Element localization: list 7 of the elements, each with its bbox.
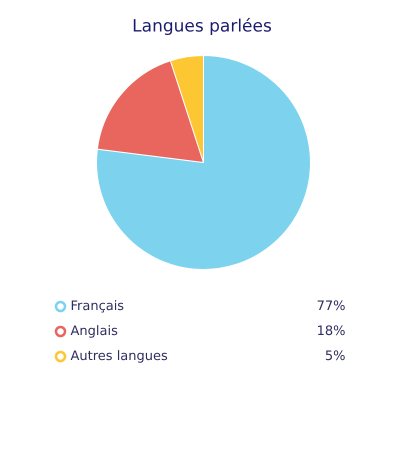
data-label: 18% xyxy=(316,324,346,339)
data-label: 77% xyxy=(316,299,346,314)
legend-label: Français xyxy=(70,299,124,314)
legend-label: Anglais xyxy=(70,324,118,339)
data-label: 5% xyxy=(324,349,346,364)
legend-label: Autres langues xyxy=(70,349,168,364)
chart-title: Langues parlées xyxy=(132,16,272,36)
